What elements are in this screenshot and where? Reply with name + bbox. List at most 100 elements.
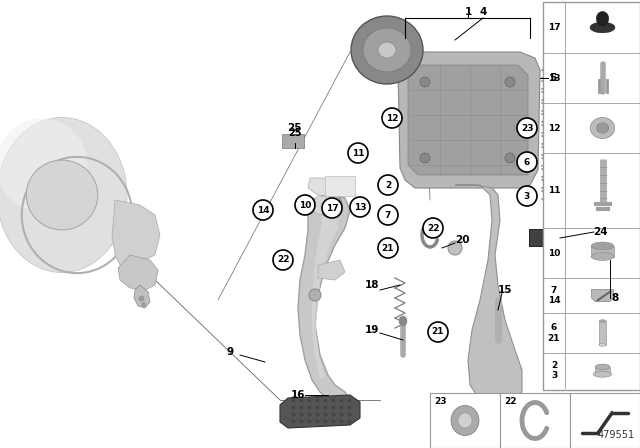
FancyBboxPatch shape — [325, 176, 355, 196]
Polygon shape — [408, 65, 528, 175]
Polygon shape — [118, 255, 158, 290]
Circle shape — [350, 197, 370, 217]
Ellipse shape — [593, 371, 612, 377]
Circle shape — [517, 152, 537, 172]
Text: 16: 16 — [291, 390, 305, 400]
Text: 17: 17 — [548, 23, 560, 32]
Ellipse shape — [591, 242, 614, 250]
Text: 25: 25 — [288, 128, 301, 138]
Polygon shape — [591, 289, 614, 302]
FancyBboxPatch shape — [430, 393, 500, 448]
Text: 25: 25 — [287, 123, 301, 133]
Circle shape — [295, 195, 315, 215]
Text: 1: 1 — [465, 7, 472, 17]
Text: 10: 10 — [548, 249, 560, 258]
Text: 10: 10 — [299, 201, 311, 210]
Text: 21: 21 — [381, 244, 394, 253]
Text: 23: 23 — [521, 124, 533, 133]
Text: 13: 13 — [548, 73, 560, 82]
Text: 6: 6 — [524, 158, 530, 167]
Circle shape — [324, 199, 336, 211]
Ellipse shape — [451, 405, 479, 435]
Ellipse shape — [599, 344, 606, 346]
Circle shape — [517, 186, 537, 206]
FancyBboxPatch shape — [599, 321, 606, 345]
Text: 3: 3 — [524, 191, 530, 201]
Ellipse shape — [351, 16, 423, 84]
Polygon shape — [112, 200, 160, 265]
Text: 22: 22 — [427, 224, 439, 233]
Text: 13: 13 — [354, 202, 366, 211]
Circle shape — [420, 153, 430, 163]
Circle shape — [318, 193, 342, 217]
Polygon shape — [134, 285, 150, 308]
Text: 8: 8 — [611, 293, 619, 303]
Polygon shape — [318, 260, 345, 280]
Circle shape — [378, 238, 398, 258]
Ellipse shape — [378, 42, 396, 58]
Ellipse shape — [596, 12, 609, 26]
Text: 18: 18 — [365, 280, 380, 290]
Text: 12: 12 — [386, 113, 398, 122]
FancyBboxPatch shape — [500, 393, 570, 448]
FancyBboxPatch shape — [591, 246, 614, 257]
Text: 21: 21 — [432, 327, 444, 336]
Ellipse shape — [26, 160, 98, 230]
Text: 20: 20 — [455, 235, 469, 245]
Circle shape — [428, 322, 448, 342]
FancyBboxPatch shape — [543, 2, 640, 390]
Text: 14: 14 — [257, 206, 269, 215]
Polygon shape — [312, 205, 338, 378]
Circle shape — [423, 218, 443, 238]
Ellipse shape — [590, 22, 615, 33]
Text: 9: 9 — [227, 347, 234, 357]
Polygon shape — [298, 195, 350, 402]
FancyBboxPatch shape — [595, 367, 610, 374]
Polygon shape — [455, 396, 532, 430]
Polygon shape — [280, 395, 360, 428]
Ellipse shape — [599, 320, 606, 323]
Ellipse shape — [590, 117, 615, 138]
Text: 17: 17 — [326, 203, 339, 212]
Text: 11: 11 — [548, 186, 560, 195]
Text: 19: 19 — [365, 325, 379, 335]
Circle shape — [348, 143, 368, 163]
Circle shape — [420, 77, 430, 87]
Text: 22: 22 — [504, 397, 516, 406]
Text: 11: 11 — [352, 148, 364, 158]
Polygon shape — [310, 196, 332, 215]
Polygon shape — [308, 178, 342, 196]
Polygon shape — [398, 52, 540, 188]
Text: 2: 2 — [385, 181, 391, 190]
FancyBboxPatch shape — [282, 134, 304, 148]
Text: 12: 12 — [548, 124, 560, 133]
Circle shape — [378, 205, 398, 225]
Text: 6
21: 6 21 — [548, 323, 560, 343]
Ellipse shape — [596, 123, 609, 133]
Ellipse shape — [0, 119, 88, 211]
Text: 5: 5 — [549, 73, 557, 83]
Circle shape — [517, 118, 537, 138]
Text: 22: 22 — [276, 255, 289, 264]
Circle shape — [378, 175, 398, 195]
Text: 479551: 479551 — [598, 430, 635, 440]
Polygon shape — [455, 185, 522, 400]
Text: 7: 7 — [385, 211, 391, 220]
Ellipse shape — [363, 28, 411, 72]
Circle shape — [273, 250, 293, 270]
Circle shape — [309, 289, 321, 301]
Circle shape — [382, 108, 402, 128]
Ellipse shape — [591, 253, 614, 260]
Text: 4: 4 — [479, 7, 486, 17]
Text: 2
3: 2 3 — [551, 361, 557, 380]
Ellipse shape — [595, 364, 610, 370]
FancyBboxPatch shape — [570, 393, 640, 448]
Circle shape — [505, 153, 515, 163]
Circle shape — [448, 241, 462, 255]
Text: 24: 24 — [593, 227, 607, 237]
Text: 23: 23 — [434, 397, 447, 406]
Text: 15: 15 — [498, 285, 512, 295]
Ellipse shape — [0, 117, 127, 272]
Circle shape — [322, 198, 342, 218]
Text: 7
14: 7 14 — [548, 286, 560, 305]
